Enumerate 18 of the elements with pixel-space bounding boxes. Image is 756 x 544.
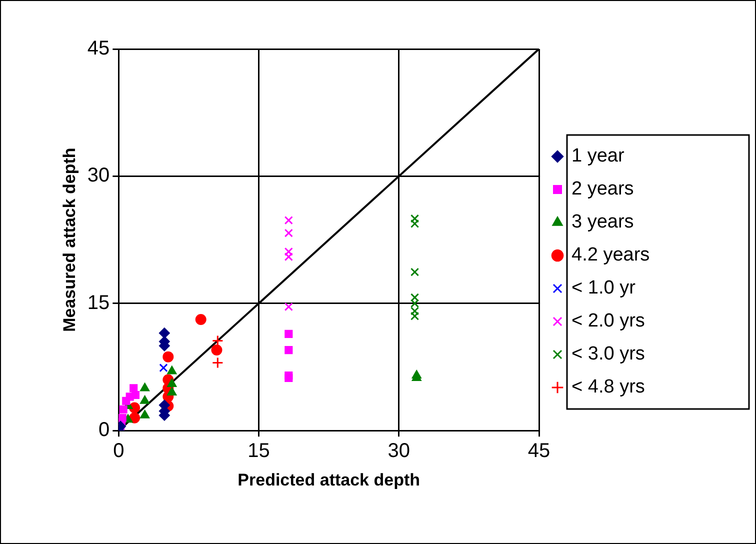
legend-label: 1 year — [572, 146, 625, 167]
x-tick-label: 15 — [248, 440, 270, 462]
y-tick-label: 30 — [87, 164, 110, 187]
x-tick-label: 0 — [113, 440, 124, 462]
y-tick-label: 0 — [98, 419, 110, 442]
y-tick-label: 15 — [87, 292, 110, 314]
y-tick-label: 45 — [87, 38, 110, 60]
y-axis-title: Measured attack depth — [60, 148, 79, 332]
legend-label: 3 years — [572, 212, 634, 233]
x-tick-label: 45 — [528, 440, 550, 462]
legend-label: 4.2 years — [572, 244, 650, 266]
legend-label: < 4.8 yrs — [572, 376, 645, 398]
x-axis-title: Predicted attack depth — [238, 470, 420, 490]
legend-label: < 3.0 yrs — [572, 344, 645, 365]
legend-label: < 2.0 yrs — [572, 310, 645, 332]
legend-label: 2 years — [572, 178, 634, 200]
legend-label: < 1.0 yr — [572, 278, 636, 299]
x-tick-label: 30 — [388, 440, 410, 462]
